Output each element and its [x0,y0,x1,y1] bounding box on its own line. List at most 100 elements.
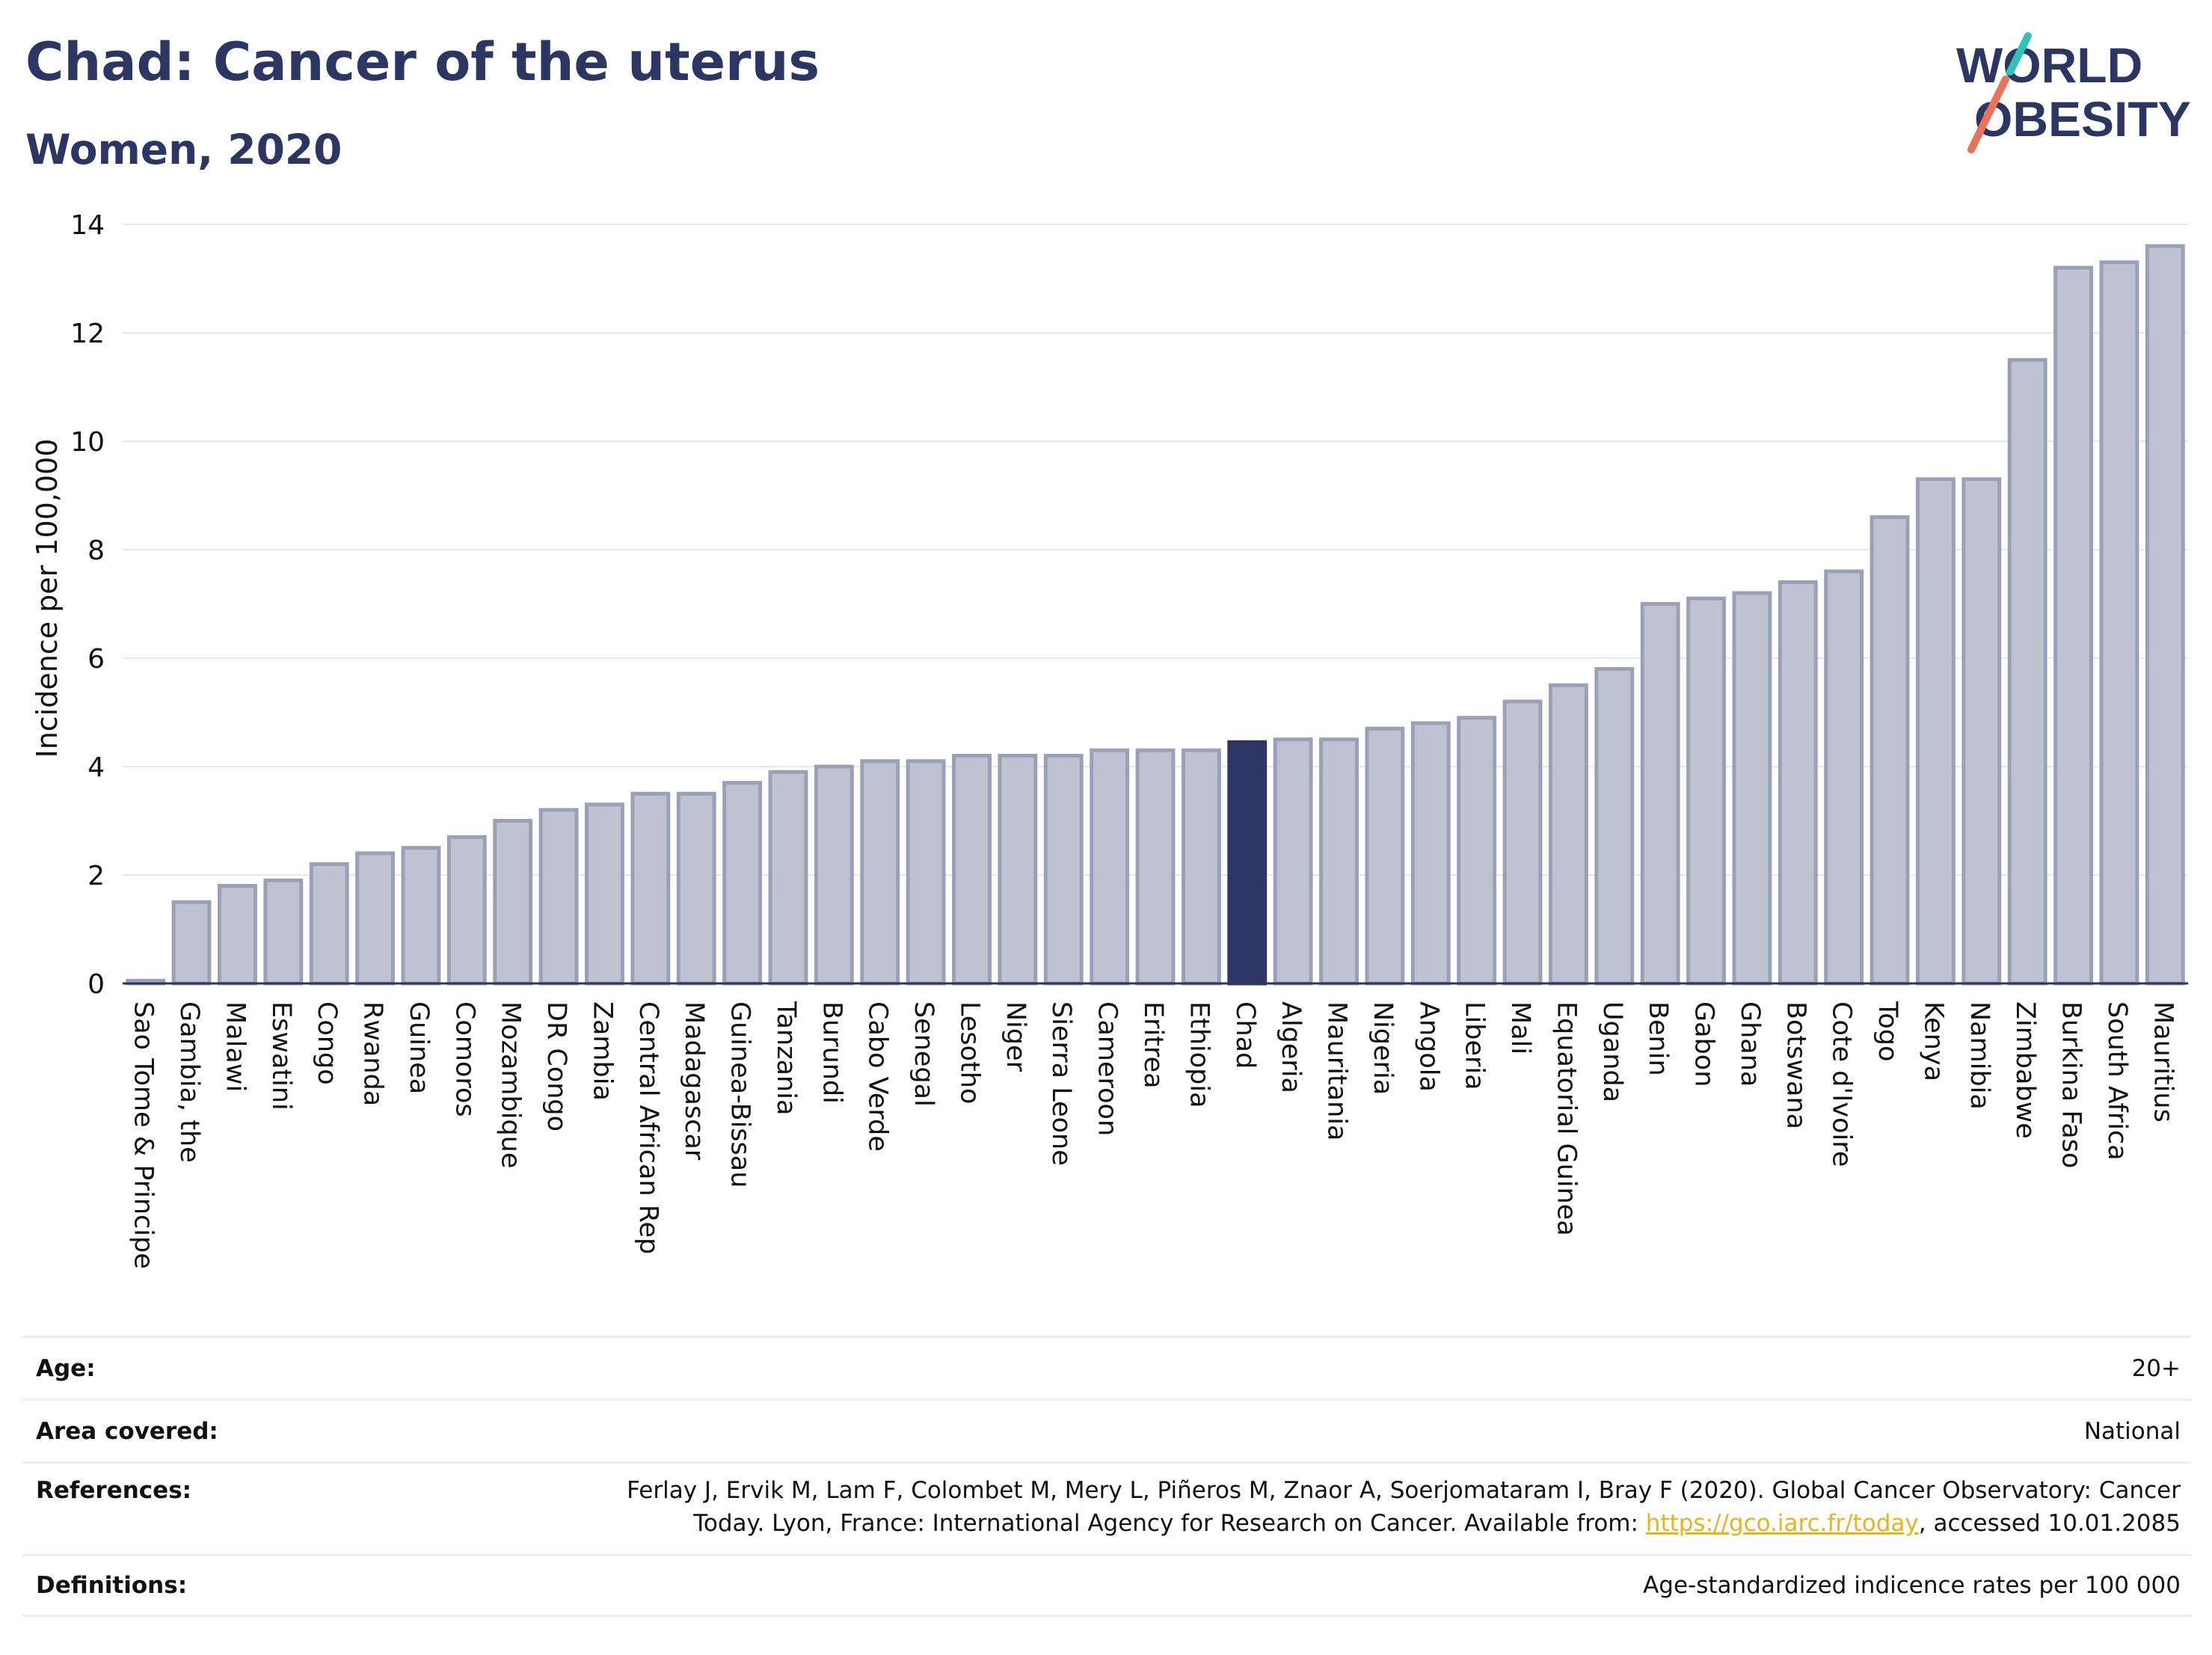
metadata-table: Age: 20+ Area covered: National Referenc… [22,1336,2191,1617]
page-subtitle: Women, 2020 [25,126,342,174]
age-value: 20+ [2131,1354,2181,1382]
x-tick-label: DR Congo [541,1001,571,1132]
bar [1961,477,2002,986]
logo-accent-teal [2006,32,2032,76]
axes: 0 2 4 6 8 10 12 14 Sao Tome & Principe Gambia, th… [70,210,2188,1269]
bar [1457,716,1497,986]
bar [1686,596,1726,986]
x-tick-label: Mauritania [1322,1001,1352,1140]
y-tick-label: 8 [87,535,105,566]
bar [585,802,624,986]
bar [1824,569,1864,986]
x-tick-label: Zambia [587,1001,617,1101]
x-tick-label: Namibia [1964,1001,1994,1110]
world-obesity-logo: WORLD OBESITY [1956,32,2191,153]
bar [1502,699,1543,986]
bar [2099,260,2139,986]
references-label: References: [36,1477,192,1504]
meta-row-age: Age: 20+ [22,1336,2191,1398]
bar [1319,737,1359,986]
logo-line2: OBESITY [1974,91,2191,147]
bar [2053,265,2093,986]
x-tick-label: Cameroon [1093,1001,1122,1136]
definitions-label: Definitions: [36,1572,188,1599]
bar [2007,357,2047,986]
bar [906,759,946,986]
page-title: Chad: Cancer of the uterus [25,31,820,93]
y-tick-label: 4 [87,752,105,783]
bar [538,808,579,986]
bar [171,900,212,986]
bar [493,819,533,986]
bar [401,846,441,986]
x-tick-label: Congo [312,1001,342,1085]
bar [860,759,900,986]
x-tick-label: Guinea [404,1001,434,1094]
x-tick-label: Lesotho [954,1001,984,1104]
y-tick-label: 10 [70,427,105,458]
x-tick-label: Madagascar [679,1001,709,1161]
references-text-1: Ferlay J, Ervik M, Lam F, Colombet M, Me… [627,1477,2181,1504]
bar [1043,754,1084,986]
bar [1410,721,1451,986]
bar [1732,591,1772,986]
bar [355,851,396,986]
bar [1273,737,1313,986]
references-value: Ferlay J, Ervik M, Lam F, Colombet M, Me… [627,1474,2191,1540]
x-tick-label: Uganda [1597,1001,1627,1102]
logo-accent-coral [1967,76,2009,153]
x-tick-label: Ethiopia [1184,1001,1214,1108]
x-tick-label: Guinea-Bissau [725,1001,755,1188]
area-value: National [2083,1417,2181,1445]
x-tick-label: Senegal [909,1001,938,1107]
bar [1090,748,1130,986]
y-tick-label: 14 [70,210,105,241]
bar [1915,477,1956,986]
y-axis-label: Incidence per 100,000 [31,438,64,758]
references-text-3: , accessed 10.01.2085 [1918,1510,2181,1537]
meta-row-definitions: Definitions: Age-standardized indicence … [22,1554,2191,1617]
x-tick-label: Kenya [1918,1001,1948,1081]
x-tick-label: Gabon [1689,1001,1719,1087]
bar [218,884,257,986]
y-tick-label: 6 [87,644,105,675]
x-tick-label: Togo [1872,1001,1902,1061]
bar [1640,602,1680,986]
references-link[interactable]: https://gco.iarc.fr/today [1645,1510,1919,1537]
x-tick-label: Tanzania [771,1001,801,1115]
meta-row-references: References: Ferlay J, Ervik M, Lam F, Co… [22,1461,2191,1554]
x-tick-label: Sierra Leone [1046,1001,1076,1166]
x-tick-label: Cabo Verde [863,1001,893,1152]
bar [1778,580,1818,986]
x-tick-label: Gambia, the [174,1001,204,1163]
x-tick-label: Niger [1001,1001,1030,1072]
y-tick-label: 12 [70,319,105,349]
references-text-2: Today. Lyon, France: International Agenc… [693,1510,1646,1537]
x-tick-label: Zimbabwe [2010,1001,2040,1139]
y-tick-label: 2 [87,861,105,891]
x-tick-label: Angola [1413,1001,1443,1092]
x-tick-label: Burundi [817,1001,847,1104]
area-label: Area covered: [36,1417,218,1445]
bar [676,791,716,986]
bar [952,754,992,986]
x-tick-label: Mali [1505,1001,1535,1054]
x-tick-label: Cote d'Ivoire [1827,1001,1857,1167]
bar [1181,748,1221,986]
x-tick-label: Liberia [1460,1001,1490,1090]
x-tick-label: Burkina Faso [2056,1001,2086,1168]
bar [1135,748,1176,986]
age-label: Age: [36,1354,96,1382]
x-tick-label: Eswatini [266,1001,296,1111]
bar [263,878,304,986]
x-tick-label: Mozambique [496,1001,526,1168]
x-tick-label: Equatorial Guinea [1551,1001,1581,1236]
bar [998,754,1038,986]
bar [2145,244,2185,986]
x-tick-label: Comoros [449,1001,479,1117]
bar [1548,683,1588,986]
bar [1594,667,1635,986]
bar [1365,726,1405,986]
bar-highlight [1227,740,1268,986]
x-tick-label: Malawi [220,1001,250,1092]
